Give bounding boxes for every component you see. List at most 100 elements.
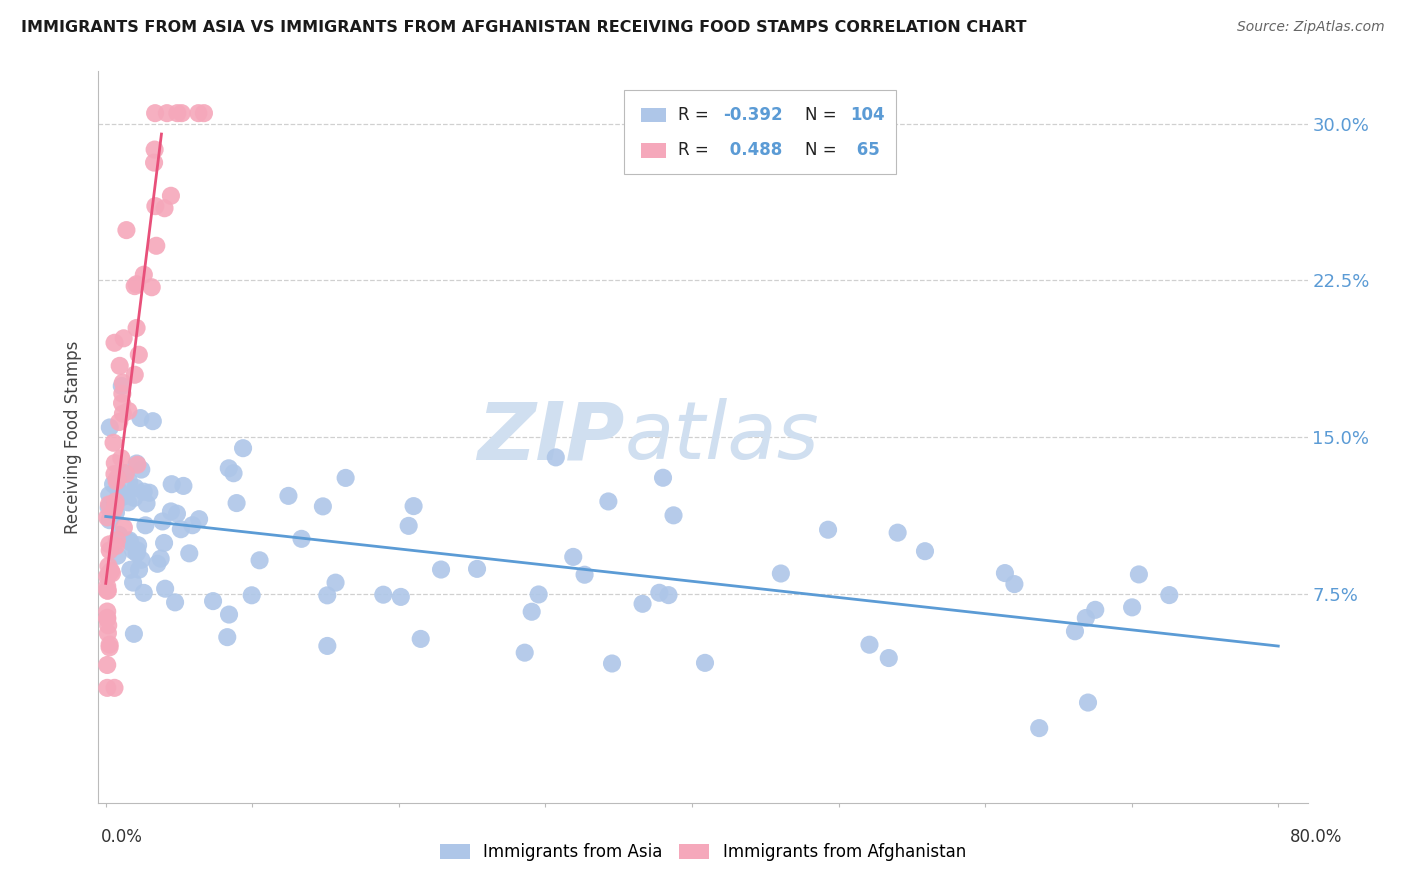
Point	[886, 525, 908, 540]
Point	[914, 544, 936, 558]
Point	[193, 106, 215, 120]
Point	[222, 467, 245, 481]
Point	[648, 586, 671, 600]
Point	[316, 639, 339, 653]
Point	[112, 331, 135, 345]
Point	[858, 638, 880, 652]
Point	[129, 411, 152, 425]
Point	[1074, 611, 1097, 625]
Point	[97, 618, 120, 632]
Point	[240, 588, 263, 602]
Point	[103, 681, 125, 695]
Point	[152, 515, 174, 529]
Text: R =: R =	[678, 141, 714, 159]
Point	[107, 483, 129, 497]
Point	[165, 595, 187, 609]
Point	[104, 539, 127, 553]
Point	[118, 533, 141, 548]
Point	[111, 396, 134, 410]
Point	[325, 575, 347, 590]
Point	[111, 379, 134, 393]
Text: 80.0%: 80.0%	[1291, 828, 1343, 846]
Point	[103, 335, 125, 350]
Point	[316, 588, 339, 602]
Point	[108, 415, 131, 429]
Point	[179, 546, 201, 560]
Point	[141, 280, 163, 294]
Bar	[624, 90, 897, 174]
Point	[105, 533, 128, 548]
Point	[104, 494, 127, 508]
Point	[187, 106, 209, 120]
Point	[111, 490, 134, 504]
Text: -0.392: -0.392	[724, 106, 783, 124]
Point	[156, 106, 179, 120]
Point	[97, 498, 120, 512]
Point	[125, 277, 148, 292]
Point	[1028, 721, 1050, 735]
Point	[1159, 588, 1181, 602]
Bar	[641, 143, 665, 158]
Text: 104: 104	[851, 106, 886, 124]
Point	[520, 605, 543, 619]
Point	[134, 518, 156, 533]
Point	[118, 535, 141, 549]
Point	[96, 605, 118, 619]
Point	[232, 441, 254, 455]
Point	[430, 562, 453, 576]
Point	[104, 499, 127, 513]
Legend: Immigrants from Asia, Immigrants from Afghanistan: Immigrants from Asia, Immigrants from Af…	[433, 837, 973, 868]
Point	[114, 466, 136, 480]
Point	[389, 590, 412, 604]
Point	[103, 503, 125, 517]
Point	[160, 477, 183, 491]
Point	[652, 471, 675, 485]
Point	[335, 471, 357, 485]
Point	[146, 557, 169, 571]
Point	[104, 506, 127, 520]
Point	[96, 583, 118, 598]
Text: 65: 65	[851, 141, 879, 159]
Point	[145, 199, 167, 213]
Text: 0.0%: 0.0%	[101, 828, 143, 846]
Point	[769, 566, 792, 581]
Point	[112, 520, 135, 534]
Point	[118, 475, 141, 489]
Point	[97, 583, 120, 598]
Point	[402, 499, 425, 513]
Point	[111, 407, 134, 421]
Point	[96, 611, 118, 625]
Point	[96, 681, 118, 695]
Point	[249, 553, 271, 567]
Bar	[641, 108, 665, 122]
Point	[101, 566, 124, 581]
Point	[96, 657, 118, 672]
Point	[97, 500, 120, 515]
Point	[631, 597, 654, 611]
Point	[409, 632, 432, 646]
Point	[600, 657, 623, 671]
Point	[132, 484, 155, 499]
Point	[202, 594, 225, 608]
Point	[143, 106, 166, 120]
Point	[127, 543, 149, 558]
Point	[108, 359, 131, 373]
Point	[117, 404, 139, 418]
Point	[122, 543, 145, 558]
Point	[125, 321, 148, 335]
Point	[101, 477, 124, 491]
Point	[160, 188, 183, 202]
Point	[105, 475, 128, 489]
Point	[465, 562, 488, 576]
Y-axis label: Receiving Food Stamps: Receiving Food Stamps	[65, 341, 83, 533]
Point	[107, 549, 129, 563]
Text: IMMIGRANTS FROM ASIA VS IMMIGRANTS FROM AFGHANISTAN RECEIVING FOOD STAMPS CORREL: IMMIGRANTS FROM ASIA VS IMMIGRANTS FROM …	[21, 20, 1026, 35]
Point	[217, 630, 239, 644]
Point	[124, 368, 146, 382]
Point	[693, 656, 716, 670]
Point	[100, 564, 122, 578]
Point	[657, 588, 679, 602]
Point	[128, 563, 150, 577]
Point	[1084, 603, 1107, 617]
Point	[122, 627, 145, 641]
